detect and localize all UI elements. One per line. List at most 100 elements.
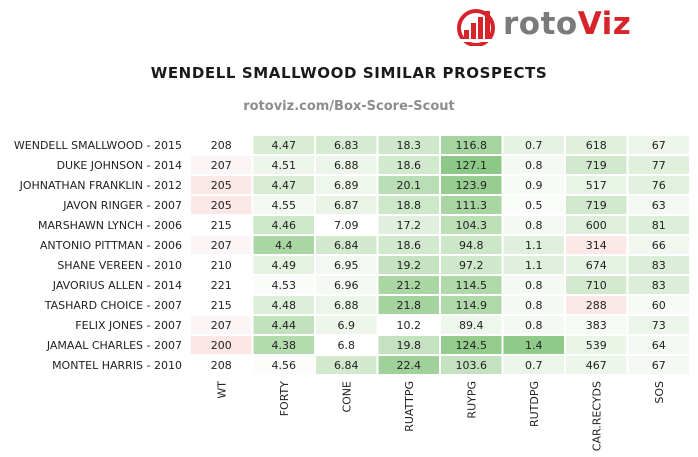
cell-value: 4.47 xyxy=(272,179,297,192)
cell-value: 6.88 xyxy=(334,299,359,312)
row-label: JAVON RINGER - 2007 xyxy=(62,199,182,212)
cell-value: 6.83 xyxy=(334,139,359,152)
cell-value: 19.8 xyxy=(397,339,422,352)
cell-value: 6.84 xyxy=(334,239,359,252)
row-label: TASHARD CHOICE - 2007 xyxy=(44,299,182,312)
cell-value: 18.6 xyxy=(397,239,422,252)
cell-value: 719 xyxy=(586,159,607,172)
cell-value: 64 xyxy=(652,339,666,352)
column-label: RUATTPG xyxy=(403,381,416,432)
cell-value: 20.1 xyxy=(397,179,422,192)
cell-value: 4.4 xyxy=(275,239,293,252)
cell-value: 4.44 xyxy=(272,319,297,332)
cell-value: 4.55 xyxy=(272,199,297,212)
column-label: SOS xyxy=(653,381,666,404)
heatmap-cell xyxy=(626,354,691,376)
cell-value: 4.51 xyxy=(272,159,297,172)
cell-value: 83 xyxy=(652,279,666,292)
cell-value: 4.46 xyxy=(272,219,297,232)
cell-value: 210 xyxy=(211,259,232,272)
cell-value: 97.2 xyxy=(459,259,484,272)
cell-value: 600 xyxy=(586,219,607,232)
row-label: MARSHAWN LYNCH - 2006 xyxy=(38,219,182,232)
cell-value: 63 xyxy=(652,199,666,212)
cell-value: 94.8 xyxy=(459,239,484,252)
column-label: FORTY xyxy=(278,381,291,417)
cell-value: 4.38 xyxy=(272,339,297,352)
cell-value: 21.2 xyxy=(397,279,422,292)
cell-value: 76 xyxy=(652,179,666,192)
cell-value: 0.5 xyxy=(525,199,543,212)
cell-value: 6.96 xyxy=(334,279,359,292)
cell-value: 215 xyxy=(211,299,232,312)
cell-value: 205 xyxy=(211,179,232,192)
cell-value: 6.84 xyxy=(334,359,359,372)
cell-value: 674 xyxy=(586,259,607,272)
cell-value: 4.56 xyxy=(272,359,297,372)
row-label: SHANE VEREEN - 2010 xyxy=(57,259,182,272)
cell-value: 6.89 xyxy=(334,179,359,192)
logo-wordmark: rotoViz xyxy=(503,6,631,42)
cell-value: 123.9 xyxy=(456,179,488,192)
row-label: JAVORIUS ALLEN - 2014 xyxy=(52,279,182,292)
row-label: WENDELL SMALLWOOD - 2015 xyxy=(14,139,182,152)
cell-value: 116.8 xyxy=(456,139,488,152)
cell-value: 0.7 xyxy=(525,359,543,372)
cell-value: 618 xyxy=(586,139,607,152)
cell-value: 0.7 xyxy=(525,139,543,152)
column-label: CAR.RECYDS xyxy=(590,381,603,451)
cell-value: 81 xyxy=(652,219,666,232)
cell-value: 104.3 xyxy=(456,219,488,232)
cell-value: 1.1 xyxy=(525,259,543,272)
cell-value: 288 xyxy=(586,299,607,312)
cell-value: 0.8 xyxy=(525,159,543,172)
row-label: ANTONIO PITTMAN - 2006 xyxy=(40,239,182,252)
row-label: JAMAAL CHARLES - 2007 xyxy=(46,339,182,352)
cell-value: 207 xyxy=(211,239,232,252)
cell-value: 221 xyxy=(211,279,232,292)
cell-value: 18.6 xyxy=(397,159,422,172)
cell-value: 6.88 xyxy=(334,159,359,172)
cell-value: 124.5 xyxy=(456,339,488,352)
chart-title: WENDELL SMALLWOOD SIMILAR PROSPECTS xyxy=(150,64,548,82)
cell-value: 207 xyxy=(211,159,232,172)
cell-value: 67 xyxy=(652,139,666,152)
row-label: DUKE JOHNSON - 2014 xyxy=(57,159,182,172)
column-label: RUTDPG xyxy=(528,381,541,427)
cell-value: 66 xyxy=(652,239,666,252)
cell-value: 539 xyxy=(586,339,607,352)
cell-value: 207 xyxy=(211,319,232,332)
cell-value: 73 xyxy=(652,319,666,332)
cell-value: 7.09 xyxy=(334,219,359,232)
cell-value: 0.8 xyxy=(525,219,543,232)
cell-value: 383 xyxy=(586,319,607,332)
cell-value: 1.1 xyxy=(525,239,543,252)
cell-value: 127.1 xyxy=(456,159,488,172)
row-label: JOHNATHAN FRANKLIN - 2012 xyxy=(19,179,182,192)
cell-value: 4.49 xyxy=(272,259,297,272)
cell-value: 4.47 xyxy=(272,139,297,152)
row-label: FELIX JONES - 2007 xyxy=(75,319,182,332)
cell-value: 67 xyxy=(652,359,666,372)
cell-value: 6.95 xyxy=(334,259,359,272)
chart-subtitle: rotoviz.com/Box-Score-Scout xyxy=(243,99,455,114)
cell-value: 719 xyxy=(586,199,607,212)
bar-chart-logo-icon xyxy=(456,9,498,47)
cell-value: 215 xyxy=(211,219,232,232)
cell-value: 77 xyxy=(652,159,666,172)
cell-value: 0.8 xyxy=(525,279,543,292)
cell-value: 710 xyxy=(586,279,607,292)
cell-value: 200 xyxy=(211,339,232,352)
cell-value: 1.4 xyxy=(525,339,543,352)
column-label: WT xyxy=(215,381,228,399)
cell-value: 60 xyxy=(652,299,666,312)
cell-value: 22.4 xyxy=(397,359,422,372)
cell-value: 19.2 xyxy=(397,259,422,272)
cell-value: 205 xyxy=(211,199,232,212)
cell-value: 6.8 xyxy=(338,339,356,352)
cell-value: 21.8 xyxy=(397,299,422,312)
cell-value: 18.3 xyxy=(397,139,422,152)
cell-value: 4.48 xyxy=(272,299,297,312)
cell-value: 114.5 xyxy=(456,279,488,292)
